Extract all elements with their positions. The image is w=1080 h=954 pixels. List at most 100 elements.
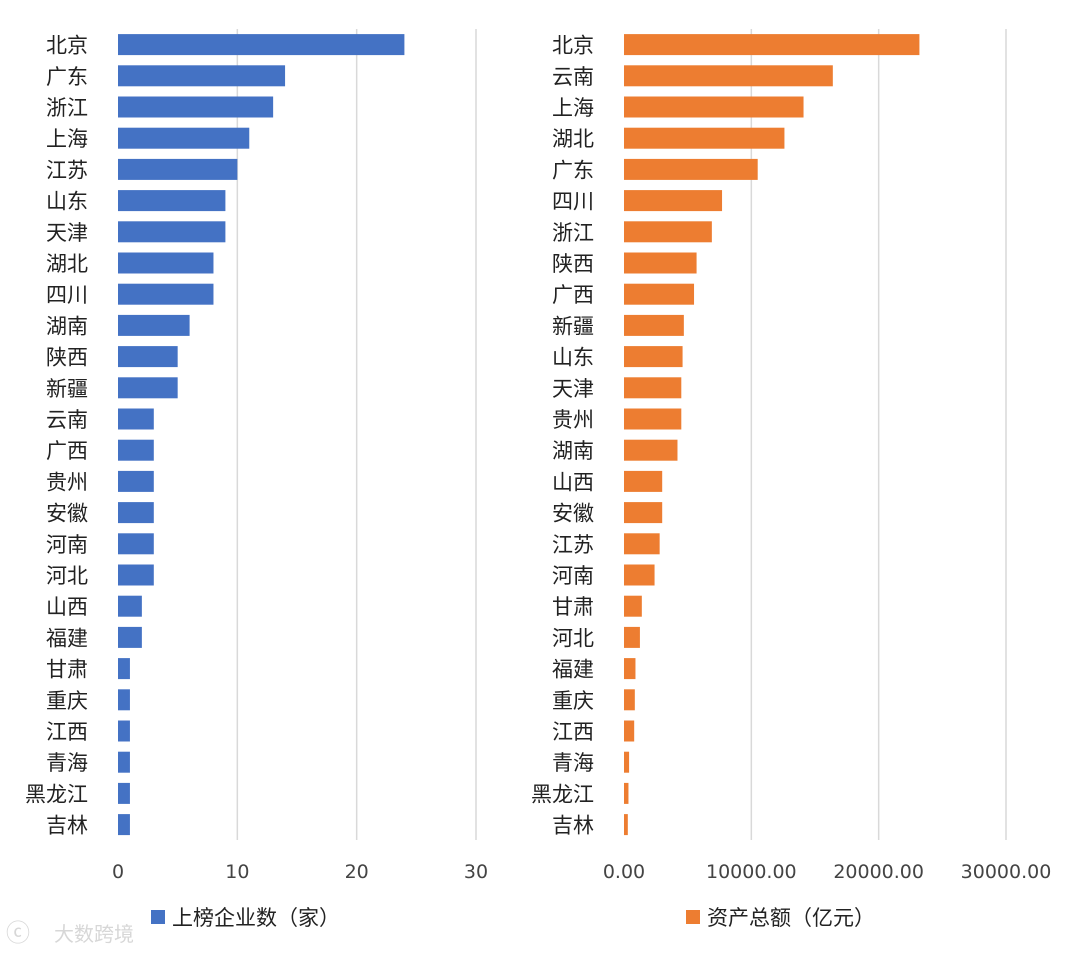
- right-category-label: 新疆: [552, 314, 594, 338]
- right-category-label: 甘肃: [552, 595, 594, 619]
- legend-right-label: 资产总额（亿元）: [707, 906, 875, 930]
- right-bar: [624, 439, 678, 461]
- left-bar: [118, 439, 154, 461]
- left-bar: [118, 283, 214, 305]
- left-tick-label: 30: [464, 861, 488, 883]
- right-category-label: 湖北: [552, 127, 594, 151]
- left-category-label: 四川: [46, 283, 88, 307]
- right-bar: [624, 408, 682, 430]
- left-category-label: 湖南: [46, 314, 88, 338]
- left-category-label: 江西: [46, 720, 88, 744]
- left-category-label: 云南: [46, 408, 88, 432]
- right-category-label: 江苏: [552, 533, 594, 557]
- left-bar: [118, 96, 274, 118]
- right-bar: [624, 34, 920, 56]
- left-bar: [118, 782, 130, 804]
- left-bar: [118, 190, 226, 212]
- left-tick-label: 20: [345, 861, 369, 883]
- left-tick-label: 10: [225, 861, 249, 883]
- left-bar: [118, 814, 130, 836]
- right-category-label: 山东: [552, 346, 594, 370]
- left-category-label: 安徽: [46, 502, 88, 526]
- right-bar: [624, 658, 636, 680]
- right-bar: [624, 470, 663, 492]
- right-bar: [624, 314, 684, 336]
- right-chart-total-assets: 北京云南上海湖北广东四川浙江陕西广西新疆山东天津贵州湖南山西安徽江苏河南甘肃河北…: [531, 29, 1051, 883]
- left-category-label: 江苏: [46, 158, 88, 182]
- right-category-label: 河北: [552, 626, 594, 650]
- left-bar: [118, 689, 130, 711]
- right-category-label: 贵州: [552, 408, 594, 432]
- right-tick-label: 0.00: [603, 861, 645, 883]
- left-bar: [118, 221, 226, 243]
- right-bar: [624, 65, 833, 87]
- left-bar: [118, 252, 214, 274]
- right-bar: [624, 564, 655, 586]
- right-bar: [624, 283, 695, 305]
- legend-left: 上榜企业数（家）: [151, 906, 340, 930]
- right-category-label: 天津: [552, 377, 594, 401]
- left-bar: [118, 127, 250, 149]
- right-bar: [624, 158, 758, 180]
- right-category-label: 四川: [552, 190, 594, 214]
- legend-right-swatch: [686, 910, 700, 924]
- left-bar: [118, 720, 130, 742]
- left-category-label: 浙江: [46, 96, 88, 120]
- left-category-label: 贵州: [46, 470, 88, 494]
- left-bar: [118, 751, 130, 773]
- left-bar: [118, 533, 154, 555]
- left-category-label: 青海: [46, 751, 88, 775]
- left-tick-label: 0: [112, 861, 124, 883]
- left-bar: [118, 314, 190, 336]
- right-bar: [624, 720, 635, 742]
- watermark-text: 大数跨境: [54, 922, 134, 946]
- left-bar: [118, 346, 178, 368]
- left-bar: [118, 502, 154, 524]
- right-category-label: 福建: [552, 658, 594, 682]
- right-bar: [624, 252, 697, 274]
- watermark: ⓒ 大数跨境: [6, 919, 134, 947]
- left-bar: [118, 595, 142, 617]
- left-bar: [118, 626, 142, 648]
- left-chart-enterprise-count: 北京广东浙江上海江苏山东天津湖北四川湖南陕西新疆云南广西贵州安徽河南河北山西福建…: [25, 29, 488, 883]
- right-bar: [624, 127, 785, 149]
- right-bar: [624, 782, 629, 804]
- left-bar: [118, 158, 238, 180]
- left-category-label: 黑龙江: [25, 782, 88, 806]
- left-category-label: 吉林: [46, 814, 88, 838]
- left-category-label: 广东: [46, 65, 88, 89]
- right-bar: [624, 751, 630, 773]
- legend-right: 资产总额（亿元）: [686, 906, 875, 930]
- left-bar: [118, 658, 130, 680]
- left-bar: [118, 470, 154, 492]
- left-category-label: 北京: [46, 34, 88, 58]
- right-category-label: 山西: [552, 470, 594, 494]
- right-bar: [624, 626, 640, 648]
- right-tick-label: 30000.00: [961, 861, 1052, 883]
- left-category-label: 河北: [46, 564, 88, 588]
- right-category-label: 青海: [552, 751, 594, 775]
- right-bar: [624, 221, 712, 243]
- right-category-label: 广西: [552, 283, 594, 307]
- right-bar: [624, 595, 642, 617]
- right-category-label: 安徽: [552, 502, 594, 526]
- left-category-label: 新疆: [46, 377, 88, 401]
- right-bar: [624, 96, 804, 118]
- left-category-label: 重庆: [46, 689, 88, 713]
- left-category-label: 福建: [46, 626, 88, 650]
- right-category-label: 云南: [552, 65, 594, 89]
- right-bar: [624, 190, 723, 212]
- right-bar: [624, 814, 628, 836]
- right-category-label: 吉林: [552, 814, 594, 838]
- right-tick-label: 10000.00: [706, 861, 797, 883]
- left-category-label: 山东: [46, 190, 88, 214]
- right-category-label: 北京: [552, 34, 594, 58]
- legend-left-swatch: [151, 910, 165, 924]
- left-category-label: 上海: [46, 127, 88, 151]
- left-bar: [118, 65, 286, 87]
- right-category-label: 江西: [552, 720, 594, 744]
- right-category-label: 陕西: [552, 252, 594, 276]
- left-bar: [118, 408, 154, 430]
- right-bar: [624, 502, 663, 524]
